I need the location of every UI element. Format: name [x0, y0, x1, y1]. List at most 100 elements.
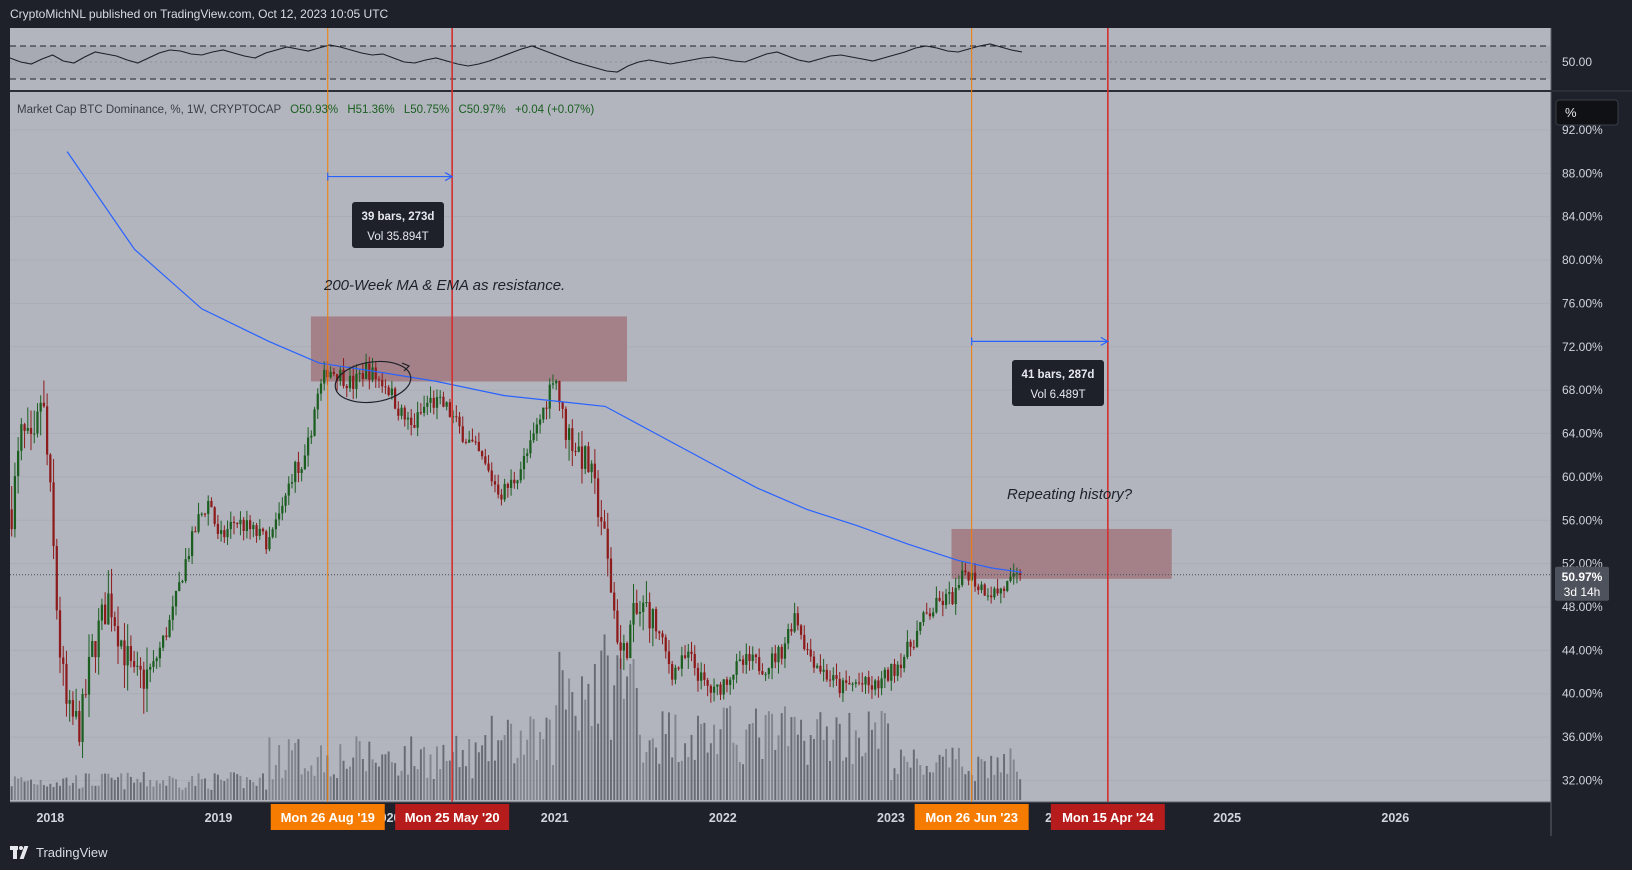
- volume-bar: [935, 762, 938, 800]
- candle-body: [509, 479, 513, 488]
- volume-bar: [996, 757, 999, 800]
- volume-bar: [635, 687, 638, 800]
- volume-bar: [809, 735, 812, 800]
- candle-body: [36, 411, 39, 434]
- candle-body: [284, 495, 287, 506]
- candle-body: [890, 663, 893, 681]
- volume-bar: [548, 719, 551, 800]
- candle-body: [1009, 576, 1012, 582]
- chart-canvas[interactable]: 50.00 Market Cap BTC Dominance, %, 1W, C…: [0, 0, 1632, 836]
- candle-body: [442, 396, 445, 407]
- candle-body: [1015, 573, 1019, 575]
- legend-close: C50.97%: [458, 104, 505, 116]
- candle-body: [255, 525, 258, 536]
- tradingview-logo-icon: [10, 845, 30, 860]
- volume-bar: [46, 786, 49, 800]
- volume-bar: [851, 764, 854, 800]
- volume-bar: [986, 778, 989, 800]
- candle-body: [23, 424, 26, 431]
- volume-bar: [593, 663, 596, 800]
- candle-body: [548, 384, 551, 409]
- date-marker-box: [1050, 804, 1165, 830]
- price-axis[interactable]: 92.00% 88.00% 84.00% 80.00% 76.00% 72.00% 68.0…: [1562, 123, 1603, 788]
- candle-body: [1012, 573, 1015, 577]
- volume-bar: [419, 749, 422, 800]
- volume-bar: [845, 757, 848, 800]
- measure-arrow-head: [1100, 336, 1110, 346]
- candle-body: [390, 388, 394, 396]
- percent-scale-button[interactable]: %: [1555, 99, 1619, 126]
- candle-body: [764, 674, 767, 676]
- volume-bar: [468, 738, 471, 800]
- candle-body: [268, 537, 271, 550]
- candle-body: [693, 653, 696, 668]
- candle-body: [996, 588, 999, 594]
- volume-bar: [713, 724, 716, 800]
- candle-body: [580, 446, 584, 469]
- volume-bar: [239, 775, 242, 800]
- volume-bar: [207, 788, 210, 800]
- volume-bar: [738, 762, 741, 800]
- volume-bar: [1006, 773, 1009, 800]
- volume-bar: [204, 778, 206, 800]
- volume-bar: [980, 759, 983, 800]
- legend-open: O50.93%: [290, 104, 338, 116]
- candle-body: [62, 657, 65, 664]
- volume-bar: [13, 776, 16, 800]
- volume-bar: [445, 760, 448, 800]
- volume-bar: [352, 757, 355, 800]
- volume-bar: [903, 756, 906, 800]
- candle-body: [951, 592, 954, 605]
- volume-bar: [465, 766, 467, 800]
- candle-body: [120, 640, 123, 647]
- candle-body: [677, 667, 680, 669]
- candle-body: [474, 441, 477, 443]
- volume-bar: [91, 785, 94, 800]
- candle-body: [126, 646, 129, 666]
- tradingview-logo[interactable]: TradingView: [10, 845, 108, 860]
- volume-bar: [365, 771, 368, 800]
- candle-body: [397, 408, 400, 416]
- volume-bar: [523, 754, 525, 800]
- candle-body: [323, 369, 326, 384]
- volume-bar: [684, 743, 687, 800]
- volume-bar: [867, 711, 870, 800]
- volume-bar: [854, 730, 857, 800]
- volume-bar: [690, 734, 693, 800]
- volume-bar: [825, 726, 828, 800]
- candle-body: [957, 585, 961, 588]
- volume-bar: [307, 771, 310, 800]
- volume-bar: [800, 719, 803, 800]
- volume-bar: [661, 711, 664, 800]
- candle-body: [319, 383, 323, 394]
- time-axis[interactable]: 201820192020202120222023202420252026: [36, 811, 1409, 825]
- volume-bar: [680, 760, 683, 800]
- volume-bar: [413, 766, 416, 800]
- candle-body: [49, 454, 52, 483]
- candle-body: [161, 635, 165, 648]
- volume-bar: [171, 777, 174, 800]
- candle-body: [748, 653, 751, 662]
- candle-body: [896, 664, 899, 676]
- candle-body: [493, 481, 497, 485]
- volume-bar: [1012, 759, 1015, 800]
- volume-bar: [104, 773, 107, 800]
- candle-body: [142, 669, 145, 689]
- candle-body: [400, 407, 403, 416]
- volume-bar: [841, 760, 844, 800]
- footer-bar: TradingView: [0, 836, 1632, 870]
- candle-body: [194, 531, 197, 533]
- date-marker-label: Mon 26 Jun '23: [925, 810, 1018, 825]
- volume-bar: [835, 717, 838, 800]
- candle-body: [287, 483, 290, 496]
- volume-bar: [271, 779, 274, 800]
- volume-bar: [619, 658, 622, 800]
- volume-bar: [223, 781, 226, 800]
- volume-bar: [957, 747, 960, 800]
- candle-body: [252, 525, 255, 530]
- candle-body: [294, 461, 297, 483]
- measure-2-bars: 41 bars, 287d: [1022, 369, 1095, 381]
- y-tick-label: 36.00%: [1562, 730, 1603, 744]
- candle-body: [455, 416, 458, 418]
- volume-bar: [706, 752, 709, 800]
